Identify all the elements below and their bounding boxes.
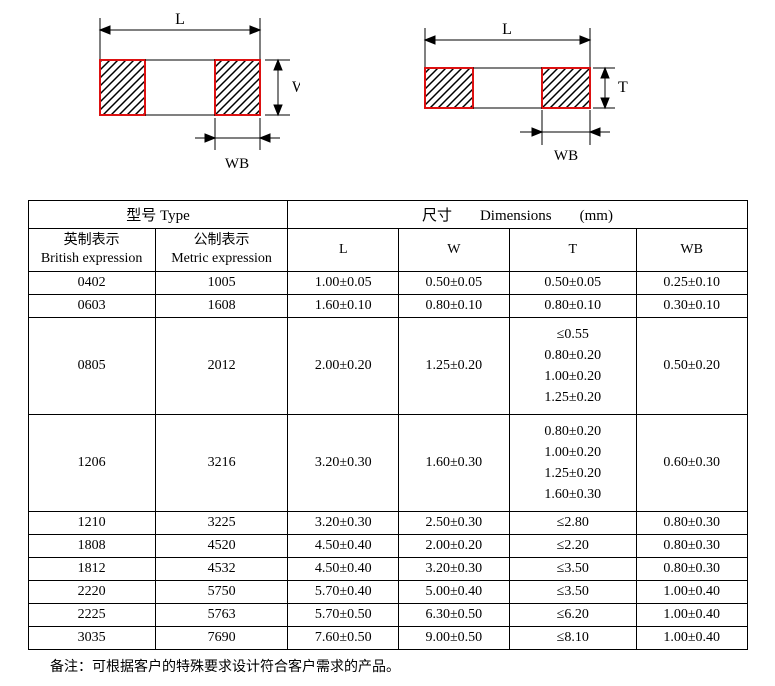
cell: 1.60±0.30 bbox=[399, 415, 510, 512]
cell: 2225 bbox=[28, 604, 155, 627]
cell: 5.00±0.40 bbox=[399, 581, 510, 604]
cell: 0603 bbox=[28, 295, 155, 318]
sub-british-en: British expression bbox=[41, 251, 143, 266]
cell: 3.20±0.30 bbox=[288, 415, 399, 512]
cell: 2012 bbox=[155, 318, 288, 415]
cell: 1.00±0.40 bbox=[636, 604, 747, 627]
cell: 0.30±0.10 bbox=[636, 295, 747, 318]
header-type: 型号 Type bbox=[28, 201, 288, 229]
table-row: 222557635.70±0.506.30±0.50≤6.201.00±0.40 bbox=[28, 604, 747, 627]
cell: 2.50±0.30 bbox=[399, 512, 510, 535]
cell: 0.50±0.05 bbox=[509, 272, 636, 295]
table-row: 222057505.70±0.405.00±0.40≤3.501.00±0.40 bbox=[28, 581, 747, 604]
diagram-left: L W WB bbox=[80, 10, 300, 180]
cell: 0.80±0.10 bbox=[399, 295, 510, 318]
cell: 0.60±0.30 bbox=[636, 415, 747, 512]
cell: 0.80±0.30 bbox=[636, 535, 747, 558]
cell: 0.50±0.05 bbox=[399, 272, 510, 295]
cell: 6.30±0.50 bbox=[399, 604, 510, 627]
cell: 4532 bbox=[155, 558, 288, 581]
footnote: 备注：可根据客户的特殊要求设计符合客户需求的产品。 bbox=[10, 650, 765, 676]
sub-metric-cn: 公制表示 bbox=[194, 233, 250, 248]
cell: 0402 bbox=[28, 272, 155, 295]
sub-metric-en: Metric expression bbox=[171, 251, 272, 266]
header-dim-c: (mm) bbox=[580, 208, 613, 224]
cell: 1.00±0.40 bbox=[636, 581, 747, 604]
cell: 4.50±0.40 bbox=[288, 558, 399, 581]
cell: 1.60±0.10 bbox=[288, 295, 399, 318]
cell: 0.50±0.20 bbox=[636, 318, 747, 415]
cell: 1005 bbox=[155, 272, 288, 295]
label-W: W bbox=[292, 79, 300, 96]
cell: 7690 bbox=[155, 627, 288, 650]
cell: 5763 bbox=[155, 604, 288, 627]
diagram-right: L T WB bbox=[400, 10, 630, 180]
cell: 1808 bbox=[28, 535, 155, 558]
cell: 3.20±0.30 bbox=[288, 512, 399, 535]
cell: 9.00±0.50 bbox=[399, 627, 510, 650]
sub-british: 英制表示 British expression bbox=[28, 229, 155, 272]
cell: 4.50±0.40 bbox=[288, 535, 399, 558]
cell: 1608 bbox=[155, 295, 288, 318]
dimensions-table: 型号 Type 尺寸 Dimensions (mm) 英制表示 British ex… bbox=[28, 200, 748, 650]
header-dim-a: 尺寸 bbox=[422, 208, 452, 224]
col-W: W bbox=[399, 229, 510, 272]
table-row: 040210051.00±0.050.50±0.050.50±0.050.25±… bbox=[28, 272, 747, 295]
cell: 5750 bbox=[155, 581, 288, 604]
cell: 5.70±0.50 bbox=[288, 604, 399, 627]
table-row: 060316081.60±0.100.80±0.100.80±0.100.30±… bbox=[28, 295, 747, 318]
label-WB-2: WB bbox=[554, 148, 578, 164]
cell: 3035 bbox=[28, 627, 155, 650]
cell: ≤8.10 bbox=[509, 627, 636, 650]
sub-british-cn: 英制表示 bbox=[64, 233, 120, 248]
cell: 0.80±0.201.00±0.201.25±0.201.60±0.30 bbox=[509, 415, 636, 512]
cell: ≤3.50 bbox=[509, 558, 636, 581]
cell: ≤0.550.80±0.201.00±0.201.25±0.20 bbox=[509, 318, 636, 415]
cell: 3.20±0.30 bbox=[399, 558, 510, 581]
header-dimensions: 尺寸 Dimensions (mm) bbox=[288, 201, 747, 229]
table-row: 181245324.50±0.403.20±0.30≤3.500.80±0.30 bbox=[28, 558, 747, 581]
label-L-2: L bbox=[502, 21, 512, 38]
cell: 1206 bbox=[28, 415, 155, 512]
cell: ≤2.80 bbox=[509, 512, 636, 535]
cell: 2.00±0.20 bbox=[288, 318, 399, 415]
cell: 2220 bbox=[28, 581, 155, 604]
cell: 0.80±0.10 bbox=[509, 295, 636, 318]
cell: 2.00±0.20 bbox=[399, 535, 510, 558]
table-row: 121032253.20±0.302.50±0.30≤2.800.80±0.30 bbox=[28, 512, 747, 535]
cell: 0.25±0.10 bbox=[636, 272, 747, 295]
label-WB-1: WB bbox=[225, 156, 249, 172]
table-row: 120632163.20±0.301.60±0.300.80±0.201.00±… bbox=[28, 415, 747, 512]
cell: 4520 bbox=[155, 535, 288, 558]
cell: ≤2.20 bbox=[509, 535, 636, 558]
cell: 1.00±0.40 bbox=[636, 627, 747, 650]
cell: 1210 bbox=[28, 512, 155, 535]
cell: 0.80±0.30 bbox=[636, 512, 747, 535]
cell: ≤3.50 bbox=[509, 581, 636, 604]
table-row: 180845204.50±0.402.00±0.20≤2.200.80±0.30 bbox=[28, 535, 747, 558]
cell: 7.60±0.50 bbox=[288, 627, 399, 650]
diagrams-row: L W WB bbox=[10, 10, 765, 180]
table-row: 080520122.00±0.201.25±0.20≤0.550.80±0.20… bbox=[28, 318, 747, 415]
cell: 3225 bbox=[155, 512, 288, 535]
col-WB: WB bbox=[636, 229, 747, 272]
cell: ≤6.20 bbox=[509, 604, 636, 627]
header-dim-b: Dimensions bbox=[480, 208, 552, 224]
table-row: 303576907.60±0.509.00±0.50≤8.101.00±0.40 bbox=[28, 627, 747, 650]
cell: 5.70±0.40 bbox=[288, 581, 399, 604]
col-T: T bbox=[509, 229, 636, 272]
cell: 0.80±0.30 bbox=[636, 558, 747, 581]
sub-metric: 公制表示 Metric expression bbox=[155, 229, 288, 272]
cell: 3216 bbox=[155, 415, 288, 512]
cell: 1.25±0.20 bbox=[399, 318, 510, 415]
label-T: T bbox=[618, 79, 628, 96]
cell: 0805 bbox=[28, 318, 155, 415]
cell: 1812 bbox=[28, 558, 155, 581]
cell: 1.00±0.05 bbox=[288, 272, 399, 295]
label-L-1: L bbox=[175, 11, 185, 28]
col-L: L bbox=[288, 229, 399, 272]
